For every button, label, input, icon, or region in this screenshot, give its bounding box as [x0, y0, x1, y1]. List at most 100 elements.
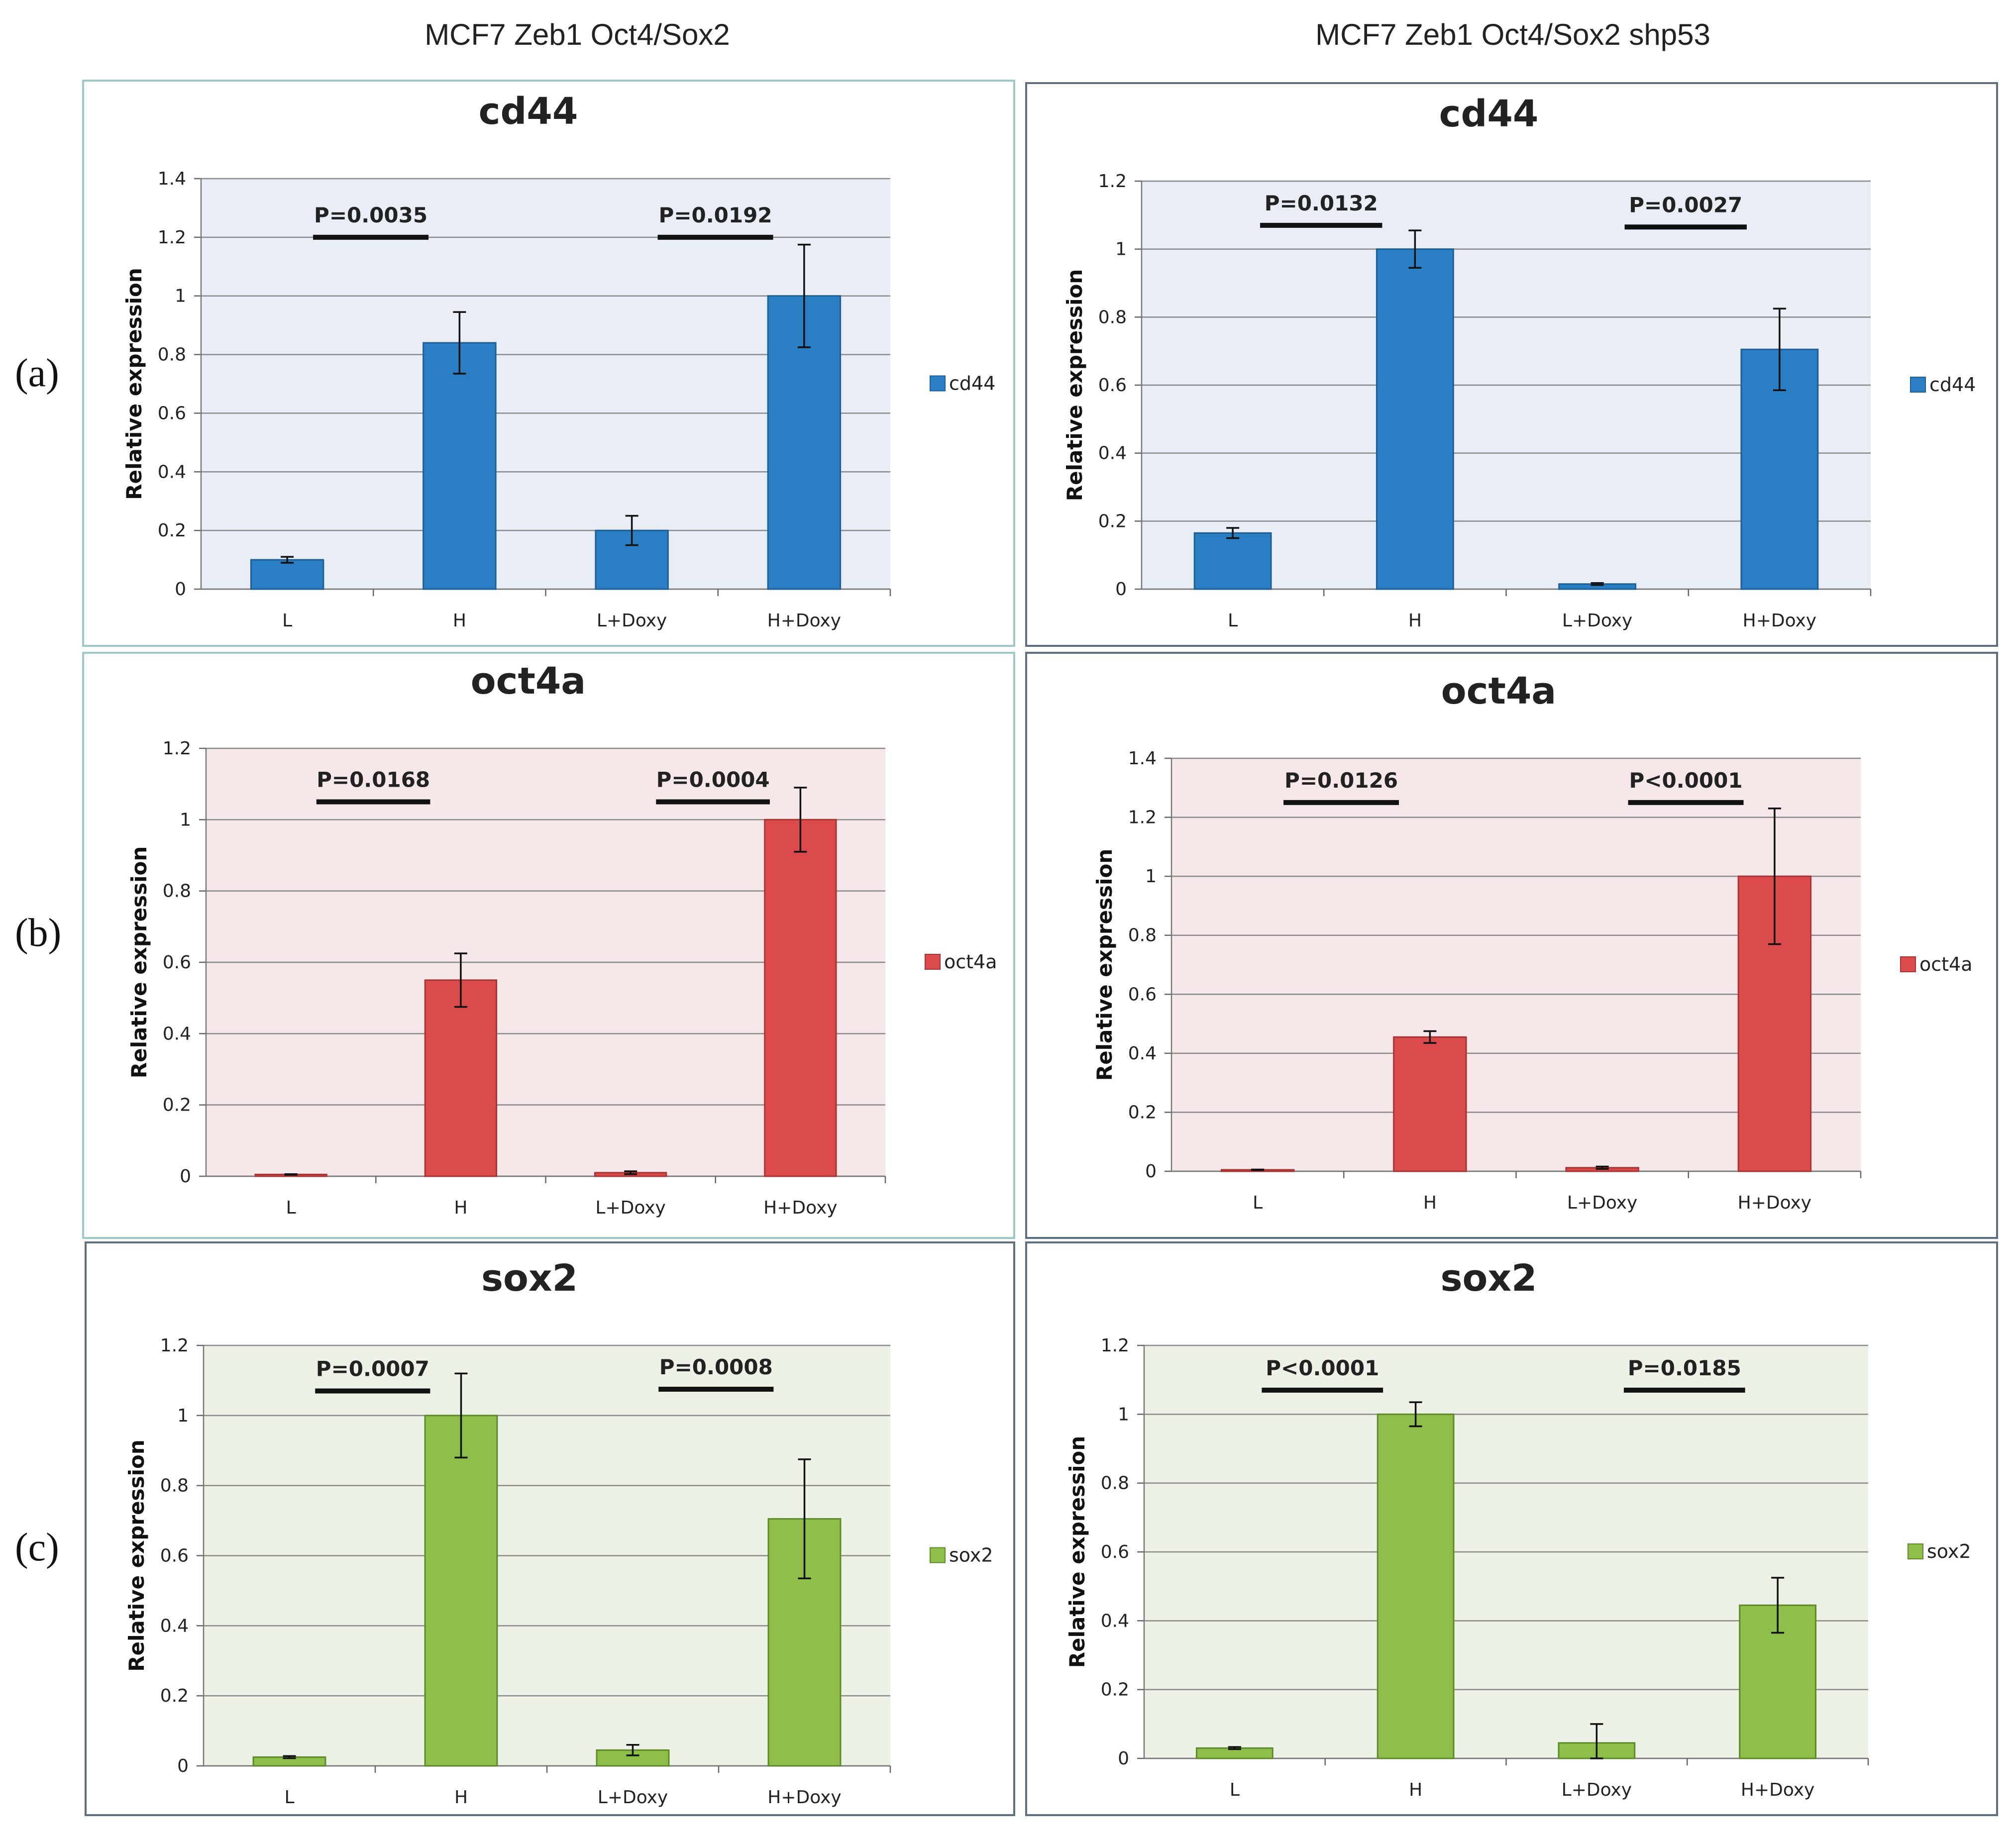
error-bar: [1773, 307, 1786, 391]
x-tick-label: L: [1253, 1193, 1263, 1213]
y-tick-label: 0.8: [158, 345, 186, 365]
chart-title: oct4a: [1441, 670, 1557, 713]
y-axis-label: Relative expression: [127, 846, 151, 1079]
y-tick-label: 0.8: [163, 881, 191, 902]
error-bar: [1408, 229, 1422, 269]
pvalue-label: P=0.0185: [1628, 1356, 1741, 1380]
error-bar: [1251, 1168, 1265, 1171]
y-axis-label: Relative expression: [124, 1439, 149, 1672]
chart-panel-cd44-right: 0 0.2 0.4 0.6 0.8 1 1.2 cd44 Relative expression…: [1025, 82, 1998, 647]
x-tick-label: H: [1423, 1193, 1437, 1213]
y-tick-label: 0: [1118, 1748, 1129, 1769]
bar-H+Doxy: [764, 819, 837, 1177]
y-tick-label: 0.2: [160, 1686, 189, 1706]
pvalue-label: P=0.0132: [1265, 191, 1378, 215]
x-tick-label: H+Doxy: [1741, 1780, 1814, 1800]
error-bar: [624, 1170, 637, 1175]
y-tick-label: 0.8: [1128, 925, 1157, 946]
legend-label: oct4a: [944, 951, 997, 973]
y-tick-label: 0.2: [163, 1095, 191, 1116]
error-bar: [1590, 1723, 1603, 1759]
chart-svg: 0 0.2 0.4 0.6 0.8 1 1.2 1.4 oct4a Relative expres…: [1092, 670, 1973, 1213]
y-tick-label: 1.2: [1128, 808, 1157, 828]
column-title-right: MCF7 Zeb1 Oct4/Sox2 shp53: [1315, 18, 1710, 51]
row-label-a: (a): [15, 351, 59, 395]
legend-label: cd44: [1929, 374, 1976, 396]
y-tick-label: 0.4: [1098, 443, 1127, 464]
x-tick-label: H+Doxy: [767, 611, 841, 631]
y-tick-label: 1: [1118, 1404, 1129, 1425]
error-bar: [454, 952, 467, 1008]
legend-swatch: [1910, 377, 1926, 393]
error-bar: [1228, 1746, 1241, 1750]
legend-label: cd44: [949, 373, 995, 395]
x-tick-label: L+Doxy: [1567, 1193, 1637, 1213]
error-bar: [453, 311, 466, 375]
y-tick-label: 0.8: [1101, 1473, 1129, 1494]
pvalue-label: P=0.0168: [317, 768, 430, 792]
x-tick-label: H: [454, 1198, 467, 1218]
pvalue-label: P=0.0192: [659, 203, 772, 227]
y-tick-label: 1: [175, 286, 186, 307]
legend-swatch: [1908, 1543, 1923, 1559]
error-bar: [454, 1372, 468, 1459]
chart-svg: 0 0.2 0.4 0.6 0.8 1 1.2 sox2 Relative expression…: [1065, 1257, 1971, 1800]
x-tick-label: L: [284, 1787, 294, 1808]
y-tick-label: 0: [180, 1166, 191, 1187]
bar-H: [1376, 248, 1454, 590]
error-bar: [626, 1744, 639, 1756]
y-tick-label: 1.4: [1128, 748, 1157, 769]
legend-swatch: [1900, 956, 1916, 972]
error-bar: [281, 556, 294, 564]
y-tick-label: 0: [175, 579, 186, 600]
bar-H: [424, 1415, 498, 1767]
chart-title: cd44: [479, 90, 578, 133]
x-tick-label: H+Doxy: [763, 1198, 837, 1218]
bar-H: [424, 979, 498, 1177]
chart-panel-cd44-left: 0 0.2 0.4 0.6 0.8 1 1.2 1.4 cd44 Relative express…: [82, 80, 1015, 647]
x-tick-label: L+Doxy: [1562, 611, 1632, 631]
y-tick-label: 0.8: [1098, 307, 1127, 327]
chart-svg: 0 0.2 0.4 0.6 0.8 1 1.2 1.4 cd44 Relative express…: [122, 90, 995, 631]
y-tick-label: 0.6: [1101, 1542, 1129, 1562]
x-tick-label: L: [282, 611, 292, 631]
y-tick-label: 0.4: [158, 462, 186, 482]
y-tick-label: 0.6: [163, 952, 191, 973]
chart-title: cd44: [1439, 93, 1539, 135]
y-tick-label: 0.4: [160, 1616, 189, 1636]
x-tick-label: L: [286, 1198, 296, 1218]
y-tick-label: 0.6: [1098, 375, 1127, 396]
error-bar: [283, 1755, 296, 1759]
y-tick-label: 1: [180, 810, 191, 830]
chart-svg: 0 0.2 0.4 0.6 0.8 1 1.2 sox2 Relative expression…: [124, 1257, 993, 1808]
y-tick-label: 0.4: [163, 1023, 191, 1044]
y-tick-label: 0.6: [158, 403, 186, 423]
x-tick-label: H: [1408, 611, 1422, 631]
error-bar: [1226, 527, 1240, 539]
y-axis-label: Relative expression: [1092, 849, 1117, 1081]
y-tick-label: 0.2: [1098, 511, 1127, 531]
y-tick-label: 1.2: [1101, 1335, 1129, 1356]
legend-swatch: [925, 954, 941, 970]
x-tick-label: L+Doxy: [598, 1787, 668, 1808]
column-title-left: MCF7 Zeb1 Oct4/Sox2: [424, 18, 730, 51]
error-bar: [1423, 1030, 1437, 1044]
legend-label: sox2: [949, 1544, 993, 1566]
x-tick-label: L+Doxy: [597, 611, 667, 631]
x-tick-label: L: [1230, 1780, 1240, 1800]
x-tick-label: H: [454, 1787, 468, 1808]
row-label-b: (b): [15, 911, 62, 955]
y-axis-label: Relative expression: [1062, 269, 1087, 502]
legend-label: sox2: [1927, 1540, 1971, 1562]
y-tick-label: 1.2: [158, 227, 186, 248]
chart-title: oct4a: [471, 660, 586, 703]
y-tick-label: 0.2: [1128, 1102, 1157, 1123]
y-tick-label: 1: [177, 1406, 189, 1426]
y-tick-label: 1: [1145, 866, 1157, 887]
y-tick-label: 0: [177, 1756, 189, 1776]
legend-swatch: [930, 375, 946, 392]
y-tick-label: 0.6: [1128, 984, 1157, 1005]
x-tick-label: L+Doxy: [595, 1198, 665, 1218]
y-tick-label: 0: [1145, 1161, 1157, 1182]
y-tick-label: 0: [1115, 579, 1127, 600]
